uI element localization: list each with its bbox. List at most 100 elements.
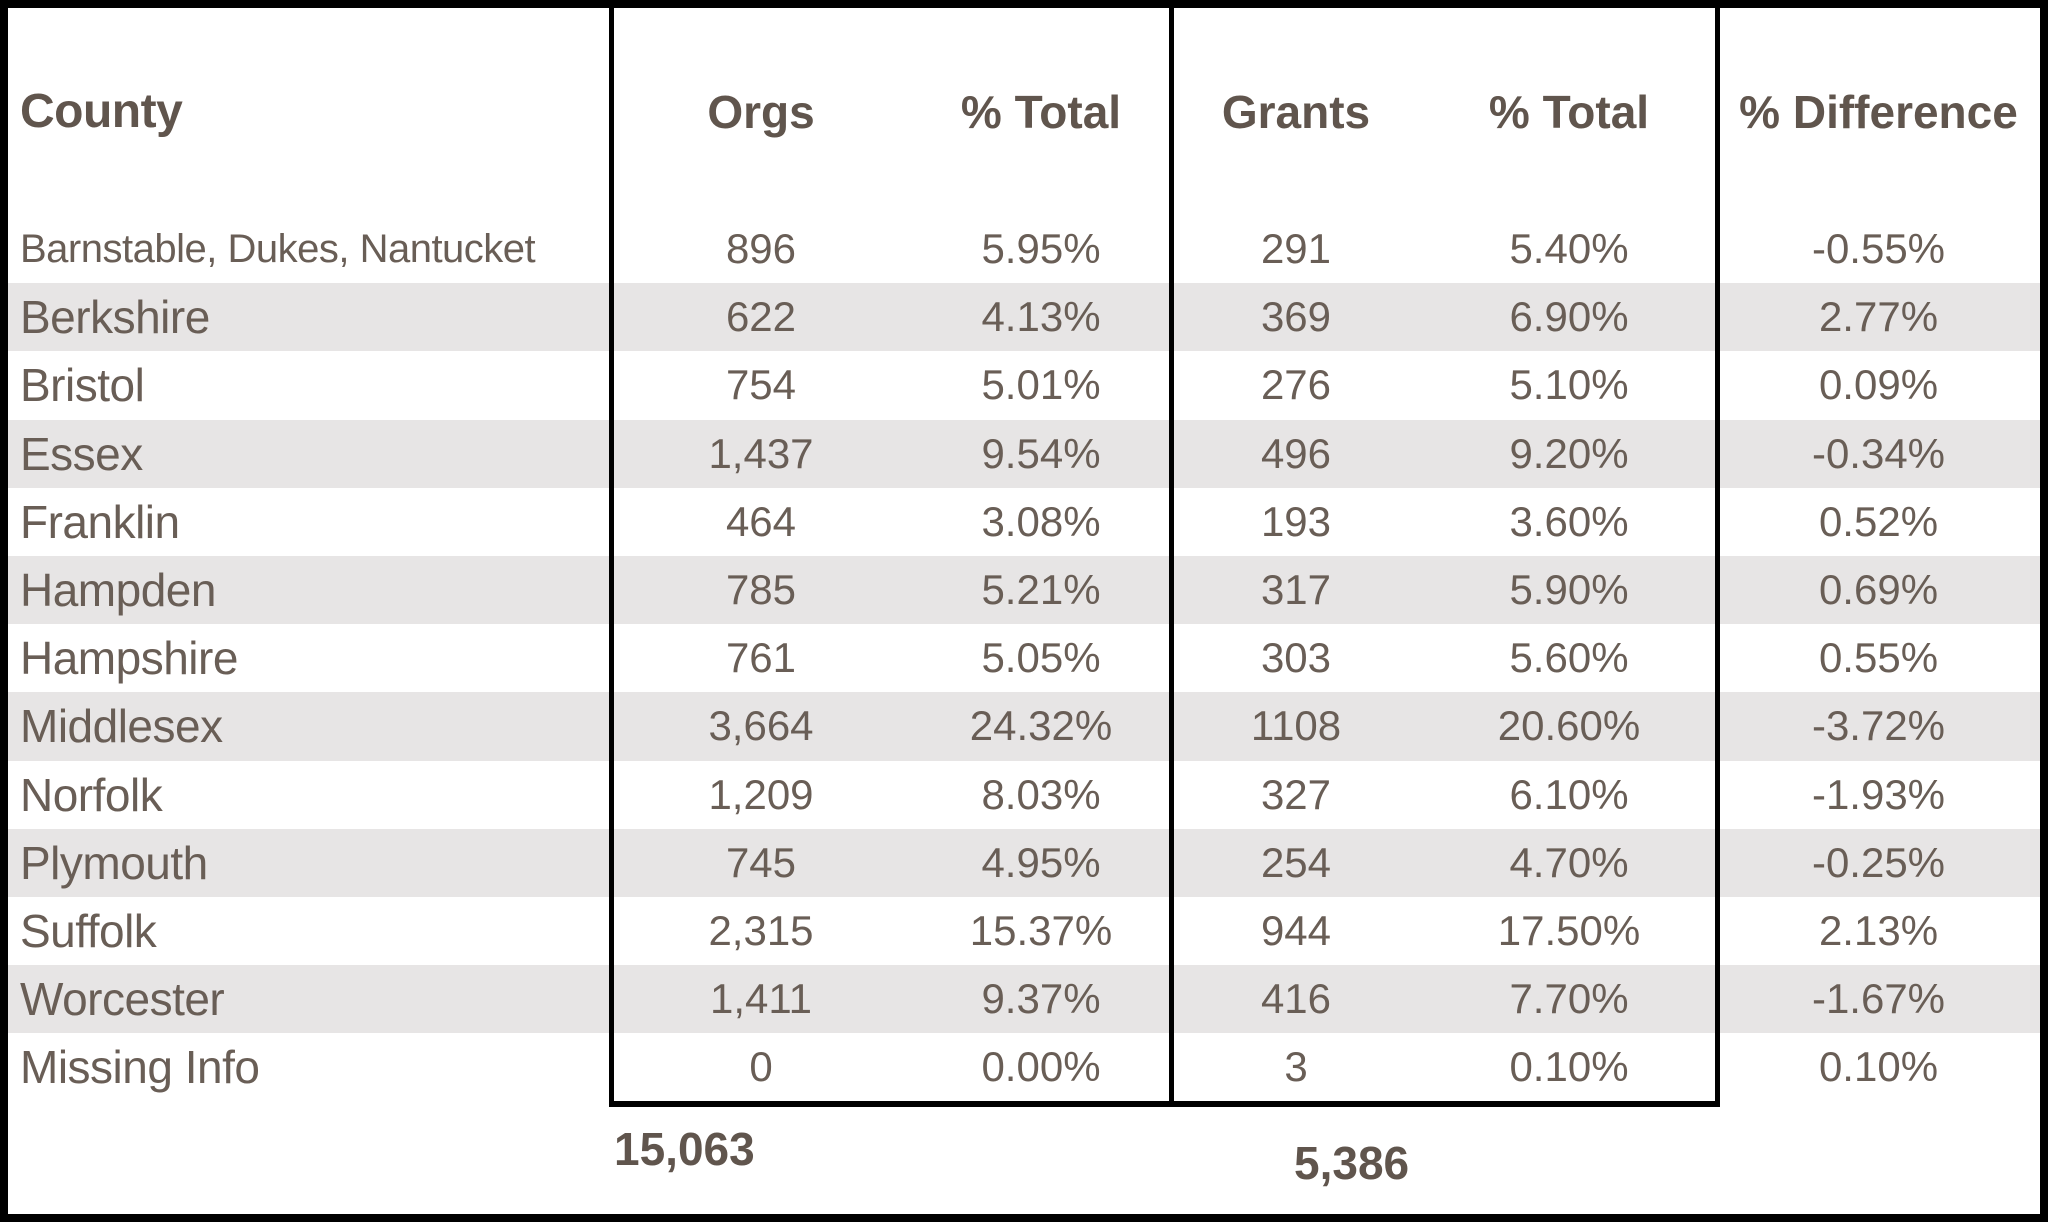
cell-orgs-pct: 0.00% bbox=[981, 1043, 1101, 1091]
cell-county: Hampshire bbox=[20, 632, 238, 685]
cell-difference: 2.77% bbox=[1818, 293, 1939, 341]
cell-orgs-pct: 5.95% bbox=[981, 225, 1101, 273]
cell-difference: 2.13% bbox=[1818, 906, 1939, 954]
cell-orgs: 1,411 bbox=[710, 975, 812, 1023]
cell-grants: 416 bbox=[1260, 975, 1332, 1023]
col-header-grants-pct: % Total bbox=[1488, 85, 1650, 138]
cell-difference: 0.52% bbox=[1818, 497, 1939, 545]
cell-orgs-pct: 4.95% bbox=[981, 838, 1101, 886]
grants-total: 5,386 bbox=[1294, 1137, 1410, 1189]
table-row: Plymouth 745 4.95% 254 4.70% -0.25% bbox=[8, 828, 2040, 897]
cell-orgs-pct: 15.37% bbox=[969, 906, 1113, 954]
cell-grants: 1108 bbox=[1250, 702, 1342, 750]
table-row: Suffolk 2,315 15.37% 944 17.50% 2.13% bbox=[8, 897, 2040, 965]
table-row: Worcester 1,411 9.37% 416 7.70% -1.67% bbox=[8, 965, 2040, 1034]
cell-difference: -0.34% bbox=[1811, 429, 1946, 477]
cell-orgs: 896 bbox=[725, 225, 797, 273]
cell-grants-pct: 20.60% bbox=[1497, 702, 1641, 750]
cell-county: Berkshire bbox=[20, 291, 210, 344]
cell-orgs-pct: 8.03% bbox=[981, 770, 1101, 818]
orgs-box-left-border bbox=[609, 8, 614, 1101]
cell-orgs: 3,664 bbox=[708, 702, 814, 750]
table-row: Norfolk 1,209 8.03% 327 6.10% -1.93% bbox=[8, 761, 2040, 829]
cell-grants: 254 bbox=[1260, 838, 1332, 886]
cell-orgs-pct: 5.21% bbox=[981, 566, 1101, 614]
cell-grants-pct: 17.50% bbox=[1497, 906, 1641, 954]
cell-grants-pct: 6.10% bbox=[1509, 770, 1629, 818]
col-header-orgs: Orgs bbox=[707, 85, 815, 138]
cell-difference: -0.25% bbox=[1811, 838, 1946, 886]
orgs-grants-box-divider bbox=[1169, 8, 1174, 1101]
cell-difference: 0.09% bbox=[1818, 361, 1939, 409]
cell-difference: 0.55% bbox=[1818, 634, 1939, 682]
cell-orgs: 1,209 bbox=[708, 770, 814, 818]
cell-county: Plymouth bbox=[20, 836, 208, 889]
cell-orgs-pct: 4.13% bbox=[981, 293, 1101, 341]
cell-grants: 317 bbox=[1260, 566, 1332, 614]
cell-difference: -3.72% bbox=[1811, 702, 1946, 750]
cell-grants-pct: 5.10% bbox=[1509, 361, 1629, 409]
table-row: Hampshire 761 5.05% 303 5.60% 0.55% bbox=[8, 624, 2040, 692]
grants-box-right-border bbox=[1715, 8, 1720, 1101]
cell-orgs: 1,437 bbox=[708, 429, 814, 477]
cell-orgs: 785 bbox=[725, 566, 797, 614]
table-row: Berkshire 622 4.13% 369 6.90% 2.77% bbox=[8, 283, 2040, 352]
cell-orgs-pct: 3.08% bbox=[981, 497, 1101, 545]
cell-grants: 327 bbox=[1260, 770, 1332, 818]
cell-orgs: 622 bbox=[725, 293, 797, 341]
table-row: Barnstable, Dukes, Nantucket 896 5.95% 2… bbox=[8, 215, 2040, 283]
cell-county: Hampden bbox=[20, 564, 216, 617]
cell-grants-pct: 5.40% bbox=[1509, 225, 1629, 273]
cell-orgs-pct: 9.37% bbox=[981, 975, 1101, 1023]
table-row: Missing Info 0 0.00% 3 0.10% 0.10% bbox=[8, 1033, 2040, 1101]
cell-orgs-pct: 24.32% bbox=[969, 702, 1113, 750]
cell-grants: 369 bbox=[1260, 293, 1332, 341]
cell-difference: 0.69% bbox=[1818, 566, 1939, 614]
cell-orgs-pct: 5.05% bbox=[981, 634, 1101, 682]
cell-grants-pct: 4.70% bbox=[1509, 838, 1629, 886]
cell-grants: 276 bbox=[1260, 361, 1332, 409]
cell-county: Bristol bbox=[20, 359, 145, 412]
cell-county: Norfolk bbox=[20, 768, 163, 821]
cell-grants: 303 bbox=[1260, 634, 1332, 682]
cell-orgs: 0 bbox=[749, 1043, 773, 1091]
column-boxes-bottom-border bbox=[609, 1101, 1720, 1107]
table-row: Essex 1,437 9.54% 496 9.20% -0.34% bbox=[8, 419, 2040, 488]
cell-orgs: 761 bbox=[725, 634, 797, 682]
table-row: Hampden 785 5.21% 317 5.90% 0.69% bbox=[8, 555, 2040, 625]
cell-orgs: 745 bbox=[725, 838, 797, 886]
cell-grants-pct: 5.60% bbox=[1509, 634, 1629, 682]
cell-grants: 193 bbox=[1260, 497, 1332, 545]
cell-grants-pct: 3.60% bbox=[1509, 497, 1629, 545]
cell-orgs: 464 bbox=[725, 497, 797, 545]
orgs-total: 15,063 bbox=[614, 1123, 755, 1175]
col-header-county: County bbox=[20, 85, 183, 138]
cell-grants: 496 bbox=[1260, 429, 1332, 477]
cell-grants: 291 bbox=[1260, 225, 1332, 273]
col-header-difference: % Difference bbox=[1739, 85, 2018, 138]
cell-difference: 0.10% bbox=[1818, 1043, 1939, 1091]
cell-grants: 944 bbox=[1260, 906, 1332, 954]
cell-county: Worcester bbox=[20, 973, 225, 1026]
cell-orgs-pct: 9.54% bbox=[981, 429, 1101, 477]
cell-orgs-pct: 5.01% bbox=[981, 361, 1101, 409]
cell-county: Franklin bbox=[20, 495, 180, 548]
cell-difference: -0.55% bbox=[1811, 225, 1946, 273]
table-row: Middlesex 3,664 24.32% 1108 20.60% -3.72… bbox=[8, 692, 2040, 761]
cell-difference: -1.67% bbox=[1811, 975, 1946, 1023]
header-row: County Orgs % Total Grants % Total % Dif… bbox=[8, 8, 2040, 215]
cell-orgs: 2,315 bbox=[708, 906, 814, 954]
cell-county: Middlesex bbox=[20, 700, 223, 753]
cell-county: Suffolk bbox=[20, 904, 157, 957]
col-header-grants: Grants bbox=[1221, 85, 1371, 138]
cell-county: Essex bbox=[20, 427, 143, 480]
cell-grants-pct: 9.20% bbox=[1509, 429, 1629, 477]
cell-difference: -1.93% bbox=[1811, 770, 1946, 818]
cell-grants: 3 bbox=[1284, 1043, 1308, 1091]
table-row: Bristol 754 5.01% 276 5.10% 0.09% bbox=[8, 351, 2040, 419]
cell-orgs: 754 bbox=[725, 361, 797, 409]
col-header-orgs-pct: % Total bbox=[960, 85, 1122, 138]
cell-county: Barnstable, Dukes, Nantucket bbox=[20, 226, 536, 271]
cell-county: Missing Info bbox=[20, 1041, 260, 1094]
